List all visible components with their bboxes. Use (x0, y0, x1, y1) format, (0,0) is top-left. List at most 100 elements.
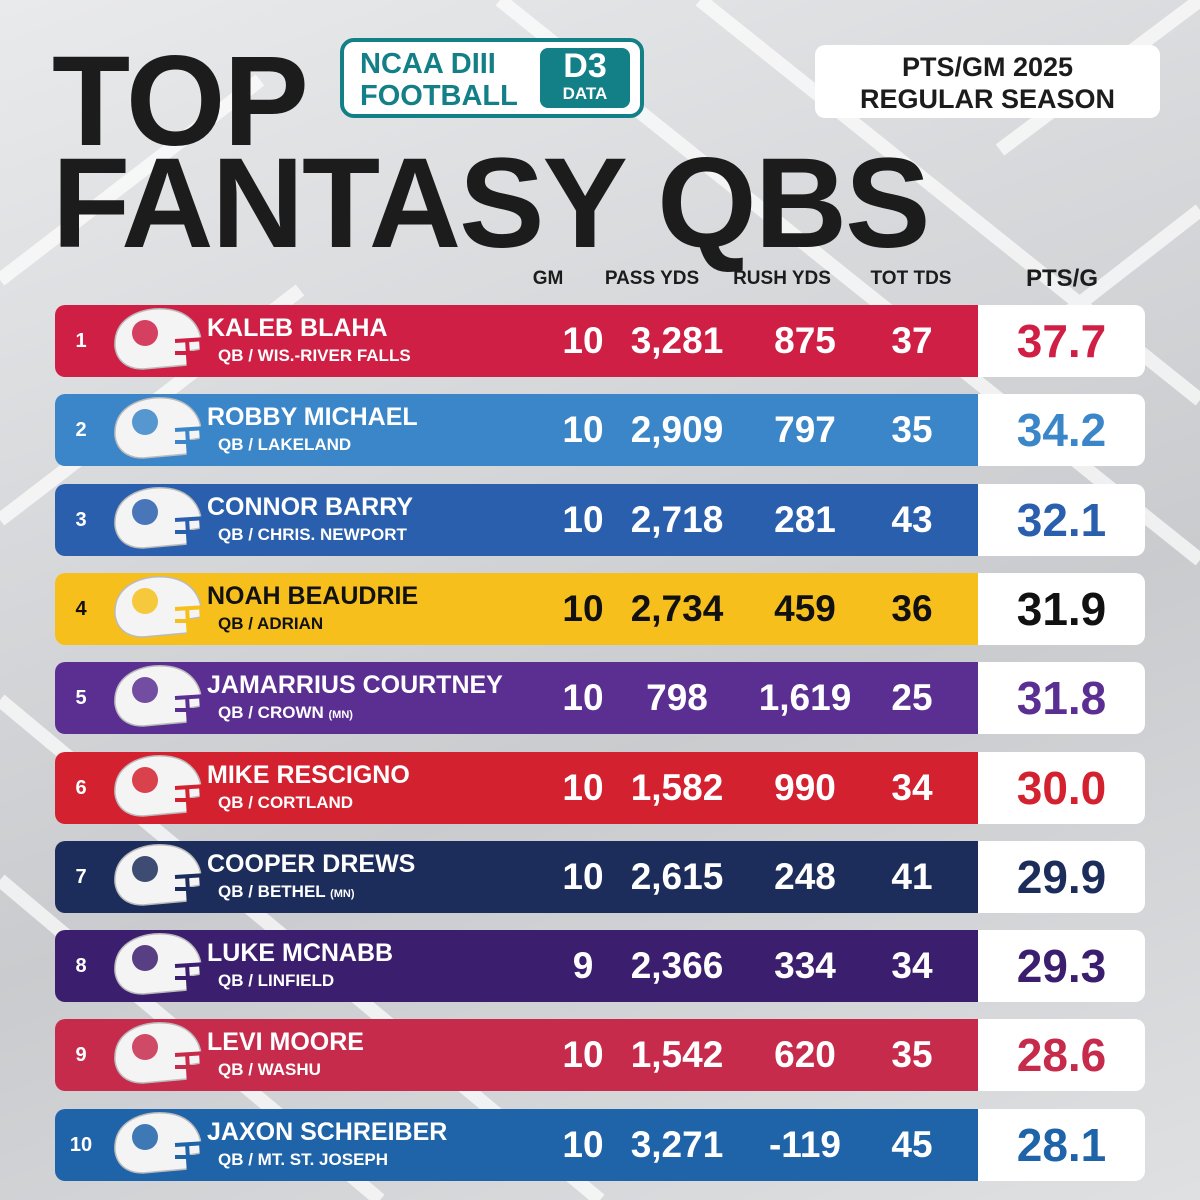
helmet (114, 397, 208, 461)
team-text: QB / MT. ST. JOSEPH (218, 1149, 389, 1169)
rush-yards: -119 (768, 1123, 841, 1165)
helmet (114, 308, 208, 372)
row-band (55, 930, 978, 1003)
rush-yards: 990 (774, 766, 836, 808)
rush-yards: 459 (774, 587, 836, 629)
team-text: QB / WIS.-RIVER FALLS (218, 346, 411, 365)
games: 10 (562, 1123, 604, 1165)
player-name: MIKE RESCIGNO (207, 760, 410, 789)
table-row: 7 COOPER DREWS 10 2,615 248 41 QB / BETHEL (MN… (55, 840, 1145, 913)
table-row: 8 LUKE MCNABB 9 2,366 334 34 QB / LINFIELD 29.3 (55, 930, 1145, 1003)
column-header: PTS/G (1025, 265, 1098, 292)
player-name: ROBBY MICHAEL (207, 403, 418, 432)
total-tds: 34 (891, 766, 933, 808)
team-text: QB / CROWN (218, 703, 324, 723)
team-text: QB / CHRIS. NEWPORT (218, 524, 407, 544)
player-name: LUKE MCNABB (207, 939, 394, 968)
games: 10 (562, 409, 604, 451)
row-band (55, 751, 978, 824)
player-name: CONNOR BARRY (207, 492, 414, 521)
player-name: NOAH BEAUDRIE (207, 581, 419, 610)
games: 10 (562, 677, 604, 719)
player-team: QB / CORTLAND (218, 793, 353, 813)
column-header: RUSH YDS (733, 268, 831, 289)
total-tds: 45 (891, 1123, 933, 1165)
rush-yards: 1,619 (758, 677, 852, 719)
rank: 8 (75, 955, 87, 978)
points-per-game: 34.2 (1016, 404, 1107, 457)
player-name: JAXON SCHREIBER (207, 1117, 448, 1146)
row-band (55, 662, 978, 735)
row-band (55, 840, 978, 913)
pass-yards: 3,271 (630, 1123, 724, 1165)
table-row: 9 LEVI MOORE 10 1,542 620 35 QB / WASHU 28.6 (55, 1019, 1145, 1092)
pass-yards: 2,909 (630, 409, 724, 451)
points-per-game: 30.0 (1016, 761, 1107, 814)
pass-yards: 2,366 (630, 945, 724, 987)
rush-yards: 797 (774, 409, 836, 451)
player-name: COOPER DREWS (207, 849, 416, 878)
rank: 3 (75, 508, 87, 531)
column-header: TOT TDS (870, 268, 952, 289)
rush-yards: 281 (774, 498, 836, 540)
points-per-game: 28.1 (1016, 1118, 1107, 1171)
player-team: QB / BETHEL (MN) (218, 882, 355, 902)
games: 10 (562, 320, 604, 361)
column-header: GM (532, 268, 564, 289)
helmet (114, 754, 208, 818)
table-row: 2 ROBBY MICHAEL 10 2,909 797 35 QB / LAKELAND 3… (55, 394, 1145, 467)
team-text: QB / ADRIAN (218, 613, 324, 633)
rank: 9 (75, 1044, 87, 1067)
player-name: KALEB BLAHA (207, 314, 388, 342)
pass-yards: 798 (646, 677, 708, 719)
logo: NCAA DIII FOOTBALL D3 DATA (340, 38, 644, 118)
table-row: 5 JAMARRIUS COURTNEY 10 798 1,619 25 QB / CROW… (55, 662, 1145, 735)
table-row: 4 NOAH BEAUDRIE 10 2,734 459 36 QB / ADRIAN 31.… (55, 572, 1145, 645)
helmet (114, 1111, 208, 1175)
points-per-game: 37.7 (1016, 315, 1107, 367)
total-tds: 35 (891, 1034, 933, 1076)
points-per-game: 29.9 (1016, 850, 1107, 903)
player-team: QB / ADRIAN (218, 614, 323, 634)
games: 10 (562, 766, 604, 808)
games: 10 (562, 1034, 604, 1076)
info-text: PTS/GM 2025 (901, 52, 1074, 82)
logo-text: FOOTBALL (360, 80, 518, 112)
row-band (55, 483, 978, 556)
logo-badge-text: DATA (562, 84, 608, 103)
player-team: QB / CROWN (MN) (218, 703, 353, 723)
player-team: QB / LAKELAND (218, 435, 351, 455)
row-band (55, 1108, 978, 1181)
total-tds: 34 (891, 945, 933, 987)
table-row: 10 JAXON SCHREIBER 10 3,271 -119 45 QB / MT. S… (55, 1108, 1145, 1181)
player-team: QB / WIS.-RIVER FALLS (218, 346, 411, 366)
row-band (55, 394, 978, 467)
pass-yards: 2,734 (630, 587, 724, 629)
logo-text: NCAA DIII (360, 48, 496, 80)
player-name: JAMARRIUS COURTNEY (207, 671, 503, 700)
team-text: QB / LINFIELD (218, 971, 335, 991)
player-name: LEVI MOORE (207, 1028, 364, 1057)
table-row: 6 MIKE RESCIGNO 10 1,582 990 34 QB / CORTLAND 3… (55, 751, 1145, 824)
pass-yards: 2,718 (630, 498, 724, 540)
rush-yards: 620 (774, 1034, 836, 1076)
points-per-game: 31.9 (1016, 582, 1107, 635)
helmet (114, 843, 208, 907)
points-per-game: 29.3 (1016, 940, 1107, 993)
row-band (55, 572, 978, 645)
games: 9 (572, 945, 594, 987)
team-text: QB / BETHEL (218, 881, 326, 901)
player-team: QB / LINFIELD (218, 971, 334, 991)
team-text: QB / LAKELAND (218, 435, 352, 455)
total-tds: 37 (891, 320, 933, 361)
row-band (55, 305, 978, 377)
pass-yards: 1,542 (630, 1034, 724, 1076)
rank: 7 (75, 865, 87, 888)
helmet (114, 1022, 208, 1086)
table-row: 3 CONNOR BARRY 10 2,718 281 43 QB / CHRIS. NEW… (55, 483, 1145, 556)
rank: 2 (75, 419, 87, 442)
rush-yards: 248 (774, 855, 836, 897)
helmet (114, 575, 208, 640)
points-per-game: 32.1 (1016, 493, 1107, 546)
